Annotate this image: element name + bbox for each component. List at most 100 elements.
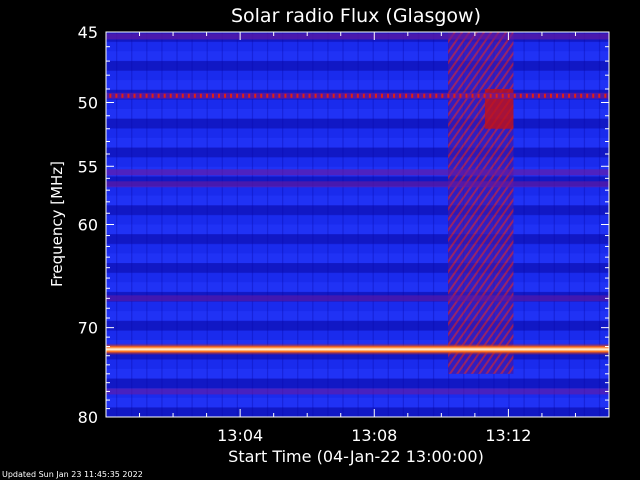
interference-dot xyxy=(525,93,528,98)
interference-dot xyxy=(477,93,480,98)
spectrogram-column xyxy=(251,32,254,417)
interference-dot xyxy=(501,93,504,98)
spectrogram-stripe xyxy=(106,99,609,110)
x-tick-label: 13:12 xyxy=(485,426,531,445)
interference-dot xyxy=(423,93,426,98)
spectrogram-column xyxy=(327,32,329,417)
interference-dot xyxy=(127,93,130,98)
interference-band xyxy=(106,169,609,176)
spectrogram-column xyxy=(538,32,540,417)
spectrogram-column xyxy=(523,32,525,417)
interference-dot xyxy=(586,93,589,98)
interference-dot xyxy=(604,93,607,98)
interference-dot xyxy=(133,93,136,98)
interference-band xyxy=(106,181,609,188)
interference-dot xyxy=(248,93,251,98)
x-tick-label: 13:08 xyxy=(351,426,397,445)
interference-dot xyxy=(531,93,534,98)
interference-dot xyxy=(362,93,365,98)
interference-dot xyxy=(549,93,552,98)
interference-dot xyxy=(302,93,305,98)
interference-dot xyxy=(537,93,540,98)
spectrogram-stripe xyxy=(106,253,609,264)
spectrogram-column xyxy=(372,32,374,417)
spectrogram-column xyxy=(297,32,299,417)
spectrogram-stripe xyxy=(106,147,609,158)
spectrogram-stripe xyxy=(106,320,609,331)
spectrogram-stripe xyxy=(106,368,609,379)
spectrogram-stripe xyxy=(106,224,609,235)
interference-dot xyxy=(441,93,444,98)
interference-dot xyxy=(320,93,323,98)
x-axis: 13:04 13:08 13:12 xyxy=(105,32,610,445)
interference-dot xyxy=(181,93,184,98)
spectrogram-column xyxy=(598,32,601,417)
interference-band xyxy=(106,343,609,356)
interference-dot xyxy=(417,93,420,98)
spectrogram-column xyxy=(402,32,404,417)
interference-dot xyxy=(163,93,166,98)
spectrogram-stripe xyxy=(106,397,609,408)
interference-dot xyxy=(296,93,299,98)
spectrogram-stripe xyxy=(106,263,609,274)
interference-dot xyxy=(574,93,577,98)
interference-dot xyxy=(157,93,160,98)
interference-dot xyxy=(151,93,154,98)
interference-dot xyxy=(109,93,112,98)
interference-dot xyxy=(592,93,595,98)
spectrogram-column xyxy=(553,32,555,417)
interference-dot xyxy=(236,93,239,98)
spectrogram-stripe xyxy=(106,311,609,322)
interference-dot xyxy=(121,93,124,98)
x-axis-label: Start Time (04-Jan-22 13:00:00) xyxy=(228,447,484,466)
spectrogram-stripe xyxy=(106,70,609,81)
spectrogram-column xyxy=(387,32,389,417)
spectrogram-stripe xyxy=(106,60,609,71)
interference-dot xyxy=(224,93,227,98)
interference-dot xyxy=(290,93,293,98)
interference-dot xyxy=(139,93,142,98)
interference-dot xyxy=(513,93,516,98)
spectrogram-stripe xyxy=(106,128,609,139)
spectrogram-column xyxy=(342,32,344,417)
interference-dot xyxy=(187,93,190,98)
interference-dot xyxy=(284,93,287,98)
interference-band xyxy=(106,33,609,40)
y-tick-label: 60 xyxy=(78,216,98,235)
spectrogram-stripe xyxy=(106,109,609,120)
interference-dot xyxy=(393,93,396,98)
spectrogram-column xyxy=(568,32,570,417)
spectrogram-column xyxy=(236,32,238,417)
spectrogram-column xyxy=(417,32,420,417)
spectrogram-column xyxy=(146,32,148,417)
spectrogram-stripe xyxy=(106,282,609,293)
interference-dot xyxy=(368,93,371,98)
y-tick-label: 70 xyxy=(78,319,98,338)
interference-dot xyxy=(145,93,148,98)
interference-dot xyxy=(507,93,510,98)
chart-title: Solar radio Flux (Glasgow) xyxy=(231,5,481,27)
spectrogram-column xyxy=(583,32,586,417)
y-axis: 45 50 55 60 70 80 xyxy=(78,23,609,427)
spectrogram-stripe xyxy=(106,186,609,197)
interference-dot xyxy=(308,93,311,98)
interference-dot xyxy=(447,93,450,98)
spectrogram-column xyxy=(221,32,223,417)
interference-dot xyxy=(405,93,408,98)
spectrogram-stripe xyxy=(106,407,609,417)
spectrogram-column xyxy=(131,32,133,417)
spectrogram-area xyxy=(106,32,609,417)
spectrogram-column xyxy=(357,32,359,417)
x-tick-label: 13:04 xyxy=(217,426,263,445)
interference-dot xyxy=(230,93,233,98)
interference-band xyxy=(106,388,609,395)
radio-burst-region xyxy=(448,32,514,374)
interference-dot xyxy=(326,93,329,98)
interference-dot xyxy=(218,93,221,98)
interference-dot xyxy=(344,93,347,98)
interference-dot xyxy=(399,93,402,98)
spectrogram-stripe xyxy=(106,205,609,216)
spectrogram-stripe xyxy=(106,378,609,389)
interference-dot xyxy=(338,93,341,98)
interference-dot xyxy=(169,93,172,98)
